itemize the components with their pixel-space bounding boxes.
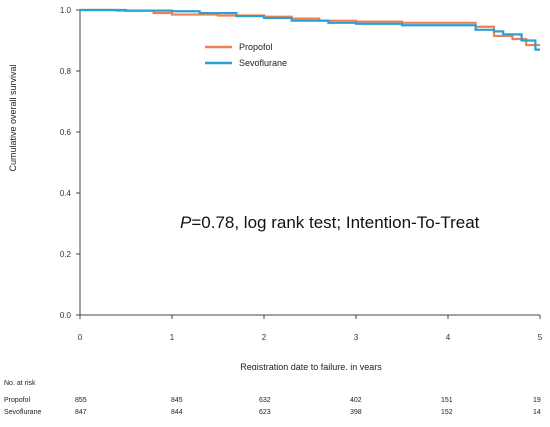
chart-axes: 0.0 0.2 0.4 0.6 0.8 1.0 0 1 2 3 4 5 [60,6,543,342]
risk-cell: 847 [75,409,87,416]
risk-cell: 398 [350,409,362,416]
series-line-propofol [80,8,540,47]
y-axis-title: Cumulative overall survival [8,64,18,171]
legend-label-propofol: Propofol [239,42,273,52]
risk-row-label: Propofol [4,397,31,404]
y-tick-label: 0.6 [60,128,72,137]
risk-cell: 855 [75,397,87,404]
risk-cell: 151 [441,397,453,404]
y-tick-label: 0.4 [60,189,72,198]
y-tick-label: 0.0 [60,311,72,320]
statistical-annotation: P=0.78, log rank test; Intention-To-Trea… [180,213,479,233]
survival-chart: 0.0 0.2 0.4 0.6 0.8 1.0 0 1 2 3 4 5 Propofol Sevoflu… [8,6,543,370]
x-tick-label: 2 [262,333,267,342]
x-tick-label: 4 [446,333,451,342]
x-axis-title: Registration date to failure, in years [240,362,382,370]
x-tick-label: 1 [170,333,175,342]
y-tick-label: 0.8 [60,67,72,76]
x-tick-label: 0 [78,333,83,342]
risk-cell: 14 [533,409,541,416]
series-line-sevoflurane [80,8,540,51]
y-tick-label: 0.2 [60,250,72,259]
risk-cell: 632 [259,397,271,404]
chart-curves [80,8,540,51]
p-value-symbol: P [180,213,192,232]
risk-cell: 19 [533,397,541,404]
x-tick-label: 3 [354,333,359,342]
p-value-text: =0.78, log rank test; Intention-To-Treat [191,213,480,232]
risk-cell: 623 [259,409,271,416]
risk-table-title: No. at risk [4,380,36,387]
chart-legend: Propofol Sevoflurane [205,42,287,68]
y-tick-label: 1.0 [60,6,72,15]
legend-label-sevoflurane: Sevoflurane [239,58,287,68]
risk-cell: 844 [171,409,183,416]
risk-cell: 152 [441,409,453,416]
risk-cell: 402 [350,397,362,404]
risk-cell: 845 [171,397,183,404]
x-tick-label: 5 [538,333,543,342]
risk-row-label: Sevoflurane [4,409,42,416]
